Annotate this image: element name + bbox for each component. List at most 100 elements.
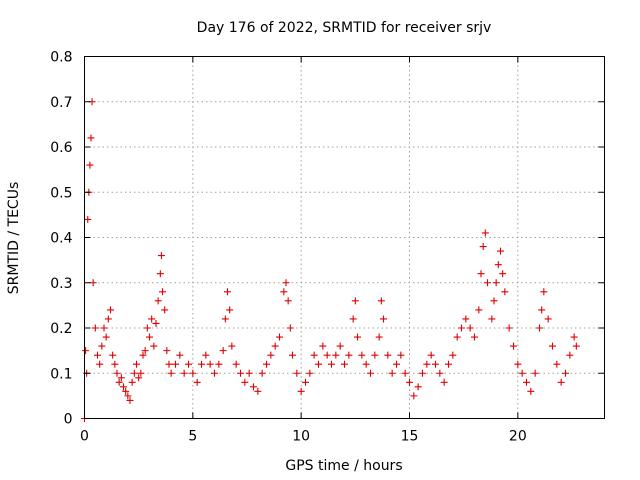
data-point <box>371 351 379 359</box>
data-point <box>159 288 166 296</box>
x-tick-label: 10 <box>292 429 310 445</box>
data-point <box>479 243 487 251</box>
data-point <box>410 392 418 400</box>
data-point <box>406 378 413 386</box>
data-point <box>180 369 188 377</box>
data-point <box>453 333 461 341</box>
data-point <box>572 342 580 350</box>
data-point <box>549 342 556 350</box>
x-axis-label: GPS time / hours <box>285 458 402 474</box>
data-point <box>189 369 197 377</box>
data-point <box>380 315 387 323</box>
y-tick-label: 0.6 <box>50 140 72 156</box>
data-point <box>477 270 485 278</box>
data-point <box>284 297 292 305</box>
data-point <box>276 333 283 341</box>
data-point <box>384 351 392 359</box>
data-point <box>250 383 257 391</box>
data-point <box>176 351 184 359</box>
data-point <box>86 161 94 169</box>
data-point <box>544 315 552 323</box>
data-point <box>557 378 565 386</box>
data-point <box>224 288 231 296</box>
data-point <box>566 351 574 359</box>
data-point <box>466 324 474 332</box>
data-point <box>156 270 164 278</box>
data-point <box>514 360 522 368</box>
data-point <box>135 374 143 382</box>
data-point <box>436 369 444 377</box>
data-point <box>367 369 374 377</box>
data-point <box>306 369 314 377</box>
data-point <box>165 360 173 368</box>
data-point <box>351 297 359 305</box>
data-point <box>282 279 290 287</box>
data-point <box>124 392 132 400</box>
data-point <box>297 387 305 395</box>
data-point <box>449 351 457 359</box>
data-point <box>484 279 491 287</box>
data-point <box>139 351 147 359</box>
data-point <box>128 378 136 386</box>
data-point <box>492 279 500 287</box>
data-point <box>445 360 452 368</box>
y-tick-label: 0.4 <box>50 231 72 247</box>
data-point <box>286 324 294 332</box>
data-point <box>226 306 234 314</box>
y-tick-label: 0.3 <box>50 276 72 292</box>
data-point <box>440 378 448 386</box>
data-point <box>109 351 117 359</box>
data-point <box>388 369 396 377</box>
data-point <box>458 324 465 332</box>
data-point <box>505 324 513 332</box>
data-point <box>427 351 435 359</box>
data-point <box>237 369 244 377</box>
data-point <box>540 288 548 296</box>
data-point <box>553 360 561 368</box>
data-point <box>87 134 95 142</box>
data-point <box>206 360 214 368</box>
data-point <box>126 396 134 404</box>
data-point <box>319 342 327 350</box>
data-point <box>215 360 223 368</box>
data-point <box>111 360 119 368</box>
data-point <box>432 360 439 368</box>
data-point <box>527 387 535 395</box>
data-point <box>94 351 101 359</box>
y-tick-label: 0.2 <box>50 321 72 337</box>
data-point <box>152 319 160 327</box>
data-point <box>393 360 400 368</box>
data-point <box>510 342 517 350</box>
axis-ticks: 0 5 10 15 20 0 0.1 0.2 0.3 0.4 0.5 0.6 0.7 0.8 <box>50 50 605 445</box>
data-point <box>302 378 309 386</box>
data-point <box>423 360 431 368</box>
data-point <box>341 360 348 368</box>
y-tick-label: 0.7 <box>50 95 72 111</box>
data-point <box>245 369 253 377</box>
data-point <box>349 315 357 323</box>
data-point <box>98 342 106 350</box>
data-point <box>375 333 383 341</box>
data-point <box>107 306 114 314</box>
data-point <box>163 347 171 355</box>
data-point <box>315 360 322 368</box>
data-point <box>570 333 578 341</box>
data-point <box>211 369 218 377</box>
data-point <box>538 306 546 314</box>
data-point <box>185 360 192 368</box>
y-tick-label: 0 <box>64 412 73 428</box>
data-point <box>562 369 569 377</box>
y-tick-label: 0.1 <box>50 366 72 382</box>
data-point <box>462 315 470 323</box>
data-point <box>323 351 331 359</box>
data-point <box>289 351 296 359</box>
data-point <box>536 324 543 332</box>
data-point <box>354 333 361 341</box>
data-point <box>475 306 483 314</box>
data-point <box>345 351 353 359</box>
data-point <box>141 347 149 355</box>
data-point <box>362 360 370 368</box>
data-point <box>280 288 288 296</box>
data-point <box>221 315 229 323</box>
